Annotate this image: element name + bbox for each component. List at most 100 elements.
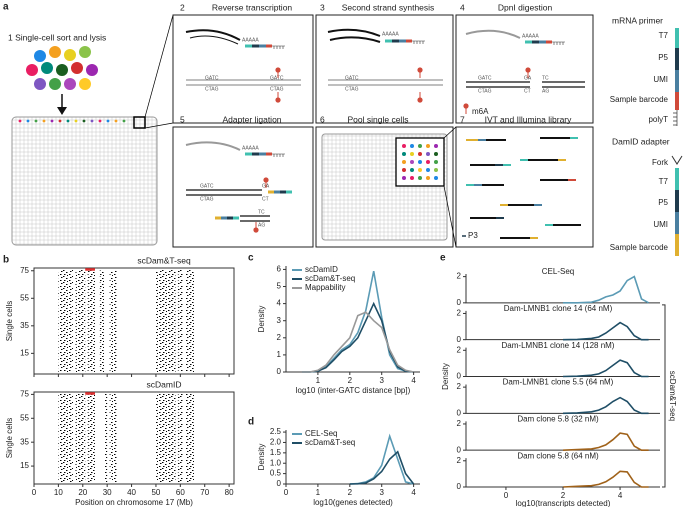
series-line — [302, 311, 414, 373]
step-title: Second strand synthesis — [342, 2, 435, 12]
primer-bar — [673, 28, 679, 126]
y-tick-label: 1.5 — [270, 448, 282, 457]
plate-row — [18, 119, 126, 123]
primer — [524, 40, 566, 46]
y-tick-label: 0.5 — [270, 469, 282, 478]
seq: GATC — [200, 183, 214, 189]
y-tick-label: 55 — [20, 293, 29, 302]
axes — [465, 384, 660, 414]
legend-label: Mappability — [305, 283, 345, 292]
panel-letter: d — [248, 417, 254, 428]
seq: AAAAA — [242, 145, 259, 151]
domain — [155, 270, 176, 372]
primer — [384, 39, 426, 45]
x-tick-label: 0 — [504, 491, 509, 500]
cells — [26, 46, 98, 90]
mrna — [185, 29, 241, 41]
y-tick-label: 55 — [20, 413, 29, 422]
seq: CTAG — [345, 86, 359, 92]
subpanel-label: Dam-LMNB1 clone 14 (128 nM) — [502, 341, 615, 350]
y-tick-label: 0 — [457, 298, 462, 307]
seq: CT — [524, 88, 531, 94]
mrna — [465, 29, 521, 39]
x-tick-label: 10 — [54, 488, 63, 497]
y-tick-label: 2 — [277, 333, 282, 342]
y-tick-label: 35 — [20, 437, 29, 446]
y-tick-label: 2.5 — [270, 427, 282, 436]
x-tick-label: 2 — [561, 491, 566, 500]
fragments — [466, 137, 581, 239]
y-tick-label: 2 — [457, 345, 462, 354]
seq: TC — [542, 75, 549, 81]
y-tick-label: 0 — [277, 367, 282, 376]
domain — [109, 394, 117, 482]
axes — [465, 347, 660, 377]
subpanel-label: Dam clone 5.8 (64 nM) — [517, 451, 599, 460]
domain — [87, 270, 95, 372]
step-number: 4 — [460, 2, 465, 12]
subpanel-label: Dam-LMNB1 clone 5.5 (64 nM) — [503, 378, 614, 387]
step-number: 2 — [180, 2, 185, 12]
x-tick-label: 4 — [411, 376, 416, 385]
x-axis-label: log10(genes detected) — [313, 498, 393, 507]
seq: AAAAA — [382, 31, 399, 37]
y-axis-label: Density — [257, 306, 266, 333]
legend-label: T7 — [659, 31, 669, 40]
chart-title: scDam&T-seq — [137, 255, 191, 265]
y-tick-label: 2 — [457, 309, 462, 318]
step-number: 3 — [320, 2, 325, 12]
x-tick-label: 4 — [411, 488, 416, 497]
domain — [75, 270, 86, 372]
x-tick-label: 2 — [348, 376, 353, 385]
x-tick-label: 70 — [200, 488, 209, 497]
x-tick-label: 3 — [379, 376, 384, 385]
legend-label: P5 — [658, 198, 668, 207]
x-tick-label: 30 — [103, 488, 112, 497]
gdna — [185, 79, 302, 86]
domain — [109, 270, 117, 372]
step-title: DpnI digestion — [498, 2, 553, 12]
cdna — [329, 36, 381, 43]
step-number: 6 — [320, 114, 325, 124]
domain — [185, 394, 195, 482]
adapter — [268, 190, 292, 194]
seq: GATC — [345, 75, 359, 81]
axes — [465, 310, 660, 341]
y-tick-label: 3 — [277, 316, 282, 325]
y-tick-label: 35 — [20, 321, 29, 330]
cdna — [189, 35, 239, 45]
y-tick-label: 15 — [20, 348, 29, 357]
legend-label: m6A — [472, 107, 489, 116]
legend-label: UMI — [653, 220, 668, 229]
seq: GATC — [478, 75, 492, 81]
primer — [244, 152, 286, 158]
chart-title: scDamID — [147, 379, 182, 389]
group-label: scDam&T-seq — [668, 371, 677, 421]
domain — [99, 270, 105, 372]
y-tick-label: 1 — [277, 350, 282, 359]
x-tick-label: 40 — [127, 488, 136, 497]
y-axis-label: Single cells — [5, 418, 14, 458]
y-tick-label: 75 — [20, 389, 29, 398]
methyl — [462, 102, 470, 115]
legend-label: Sample barcode — [610, 243, 669, 252]
seq: GATC — [270, 75, 284, 81]
x-tick-label: 3 — [379, 488, 384, 497]
y-tick-label: 75 — [20, 266, 29, 275]
axes — [465, 421, 660, 451]
group-bracket — [662, 304, 666, 488]
y-tick-label: 0 — [457, 372, 462, 381]
y-tick-label: 0 — [457, 335, 462, 344]
step-title: Reverse transcription — [212, 2, 293, 12]
zoom-lines — [443, 126, 457, 248]
panel-letter: c — [248, 253, 254, 264]
seq: CTAG — [205, 86, 219, 92]
y-tick-label: 15 — [20, 461, 29, 470]
seq: CT — [262, 196, 269, 202]
domain — [177, 394, 183, 482]
density-line — [562, 359, 649, 378]
zoom-square — [133, 116, 146, 129]
domain — [87, 394, 95, 482]
y-tick-label: 6 — [277, 265, 282, 274]
